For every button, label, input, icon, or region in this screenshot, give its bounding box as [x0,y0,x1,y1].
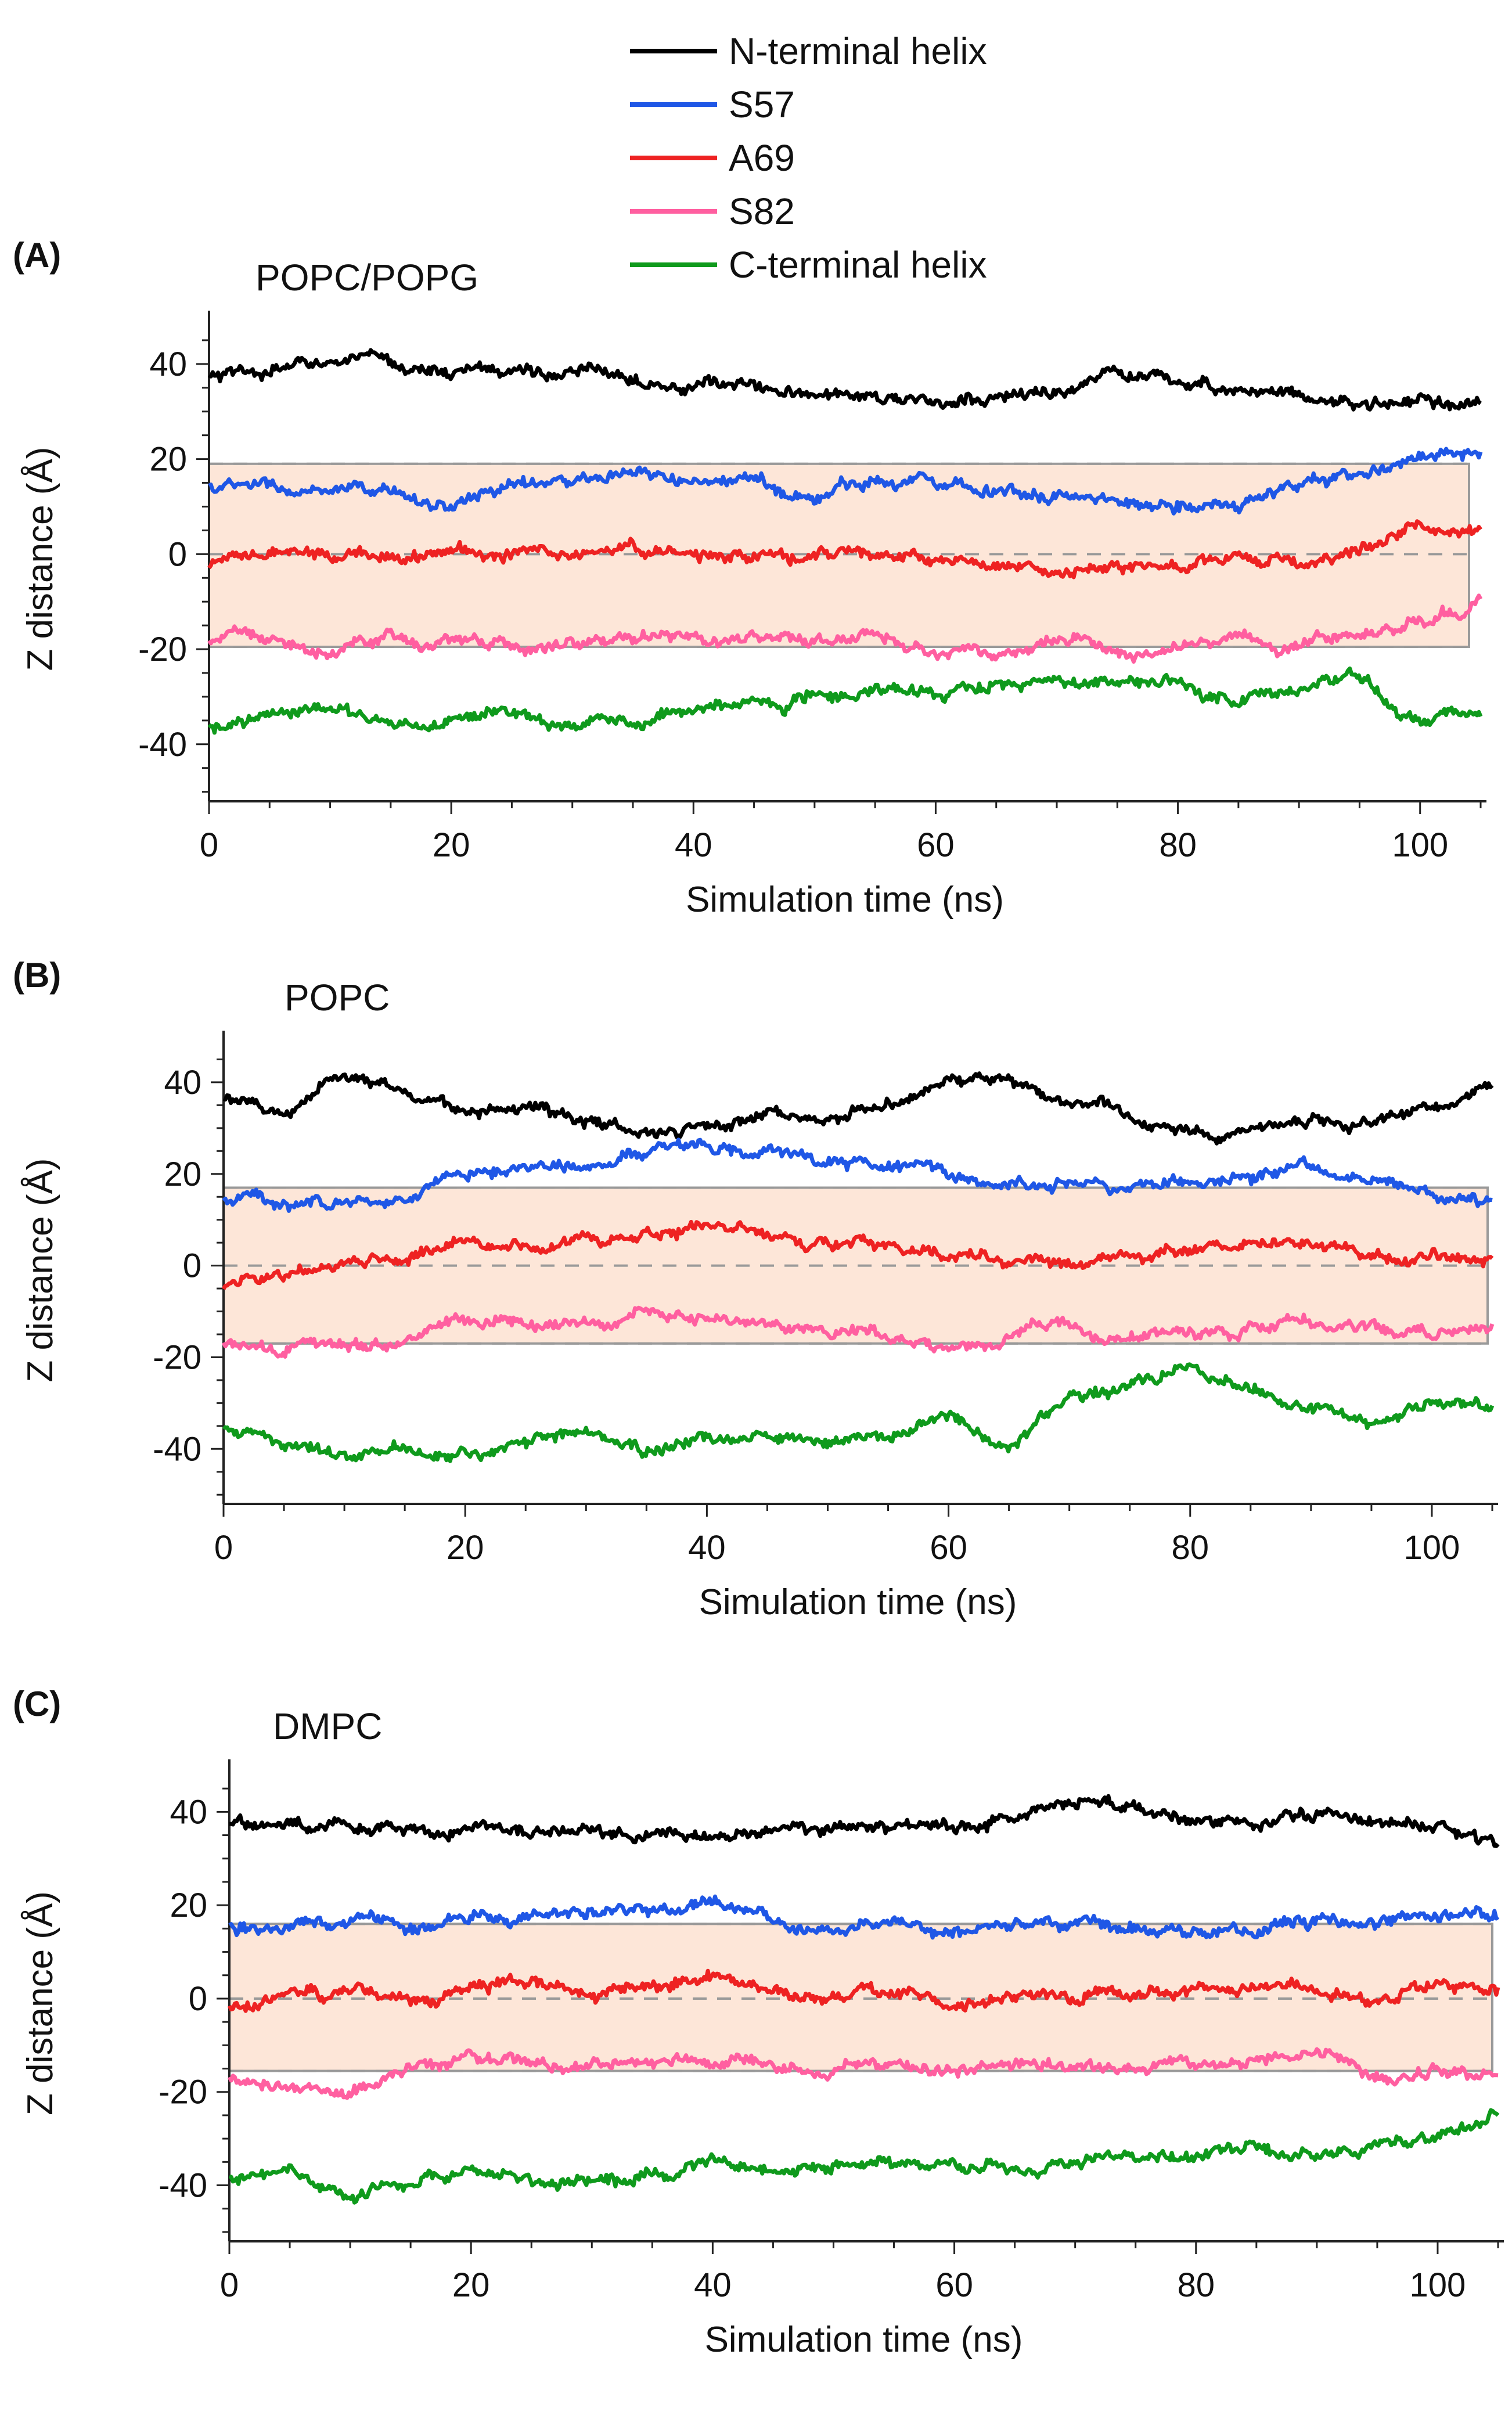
y-tick-label: -40 [138,726,187,764]
x-axis-label: Simulation time (ns) [699,1582,1017,1622]
y-tick-label: 0 [183,1247,201,1285]
series-line-a69 [207,519,1482,579]
legend-entry-c-terminal-helix: C-terminal helix [630,244,987,286]
series-line-s57 [207,447,1483,516]
y-tick-label: 40 [149,345,187,383]
series-line-c-terminal-helix [222,1362,1495,1463]
panel-label: (C) [13,1684,61,1723]
chart-panel-a: 40 20 0 -20 -40 0 20 40 60 80 100 Simulation time (… [13,236,1486,920]
legend-entry-s57: S57 [630,84,795,125]
legend-entry-s82: S82 [630,190,795,232]
legend-label: S57 [729,84,795,125]
x-tick-label: 80 [1159,826,1197,864]
chart-panels: 40 20 0 -20 -40 0 20 40 60 80 100 Simulation time (… [13,236,1504,2360]
y-axis-label: Z distance (Å) [20,1891,60,2115]
x-tick-label: 0 [214,1529,233,1567]
legend-label: S82 [729,190,795,232]
series-line-s82 [227,2047,1499,2100]
y-tick-label: -20 [153,1338,201,1376]
y-tick-label: 0 [168,535,187,573]
x-tick-label: 60 [935,2266,973,2304]
x-tick-label: 100 [1404,1529,1460,1567]
series-line-c-terminal-helix [228,2108,1500,2205]
y-tick-label: 20 [149,441,187,478]
series-line-s57 [222,1137,1493,1213]
x-tick-label: 60 [917,826,955,864]
y-tick-label: 40 [170,1793,207,1831]
x-tick-label: 20 [433,826,470,864]
x-tick-label: 0 [200,826,218,864]
x-tick-label: 40 [675,826,712,864]
y-tick-label: -40 [159,2167,207,2205]
x-axis-label: Simulation time (ns) [705,2320,1023,2360]
chart-panel-b: 40 20 0 -20 -40 0 20 40 60 80 100 Simulation time (… [13,956,1498,1622]
panel-title: POPC/POPG [255,257,478,298]
x-tick-label: 40 [694,2266,732,2304]
series-line-a69 [221,1219,1494,1290]
x-tick-label: 0 [220,2266,239,2304]
x-tick-label: 100 [1410,2266,1466,2304]
y-axis-label: Z distance (Å) [20,1158,60,1383]
x-tick-label: 20 [452,2266,490,2304]
y-tick-label: 40 [164,1064,201,1101]
legend-label: N-terminal helix [729,30,987,72]
y-tick-label: 0 [189,1980,207,2018]
legend-label: A69 [729,137,795,179]
y-axis-label: Z distance (Å) [20,447,60,671]
series-line-s57 [228,1894,1500,1940]
series-line-n-terminal-helix [208,348,1482,412]
series-line-s82 [221,1305,1495,1359]
x-tick-label: 20 [447,1529,484,1567]
y-tick-label: 20 [170,1887,207,1924]
series-line-c-terminal-helix [207,666,1483,735]
panel-label: (B) [13,956,61,995]
panel-title: DMPC [273,1705,382,1747]
legend-label: C-terminal helix [729,244,987,286]
x-tick-label: 60 [930,1529,967,1567]
x-tick-label: 100 [1392,826,1448,864]
y-tick-label: -20 [138,631,187,668]
x-tick-label: 80 [1178,2266,1215,2304]
series-line-n-terminal-helix [229,1794,1500,1848]
chart-panel-c: 40 20 0 -20 -40 0 20 40 60 80 100 Simulation time (… [13,1684,1504,2360]
x-tick-label: 80 [1172,1529,1209,1567]
panel-title: POPC [285,977,390,1018]
y-tick-label: 20 [164,1155,201,1193]
legend: N-terminal helix S57 A69 S82 C-terminal … [630,30,987,286]
x-tick-label: 40 [688,1529,726,1567]
x-axis-label: Simulation time (ns) [686,880,1004,920]
legend-entry-a69: A69 [630,137,795,179]
series-line-a69 [227,1968,1500,2013]
legend-entry-n-terminal-helix: N-terminal helix [630,30,987,72]
y-tick-label: -20 [159,2074,207,2111]
panel-label: (A) [13,236,61,275]
series-line-n-terminal-helix [222,1071,1494,1146]
y-tick-label: -40 [153,1430,201,1468]
series-line-s82 [207,593,1483,664]
